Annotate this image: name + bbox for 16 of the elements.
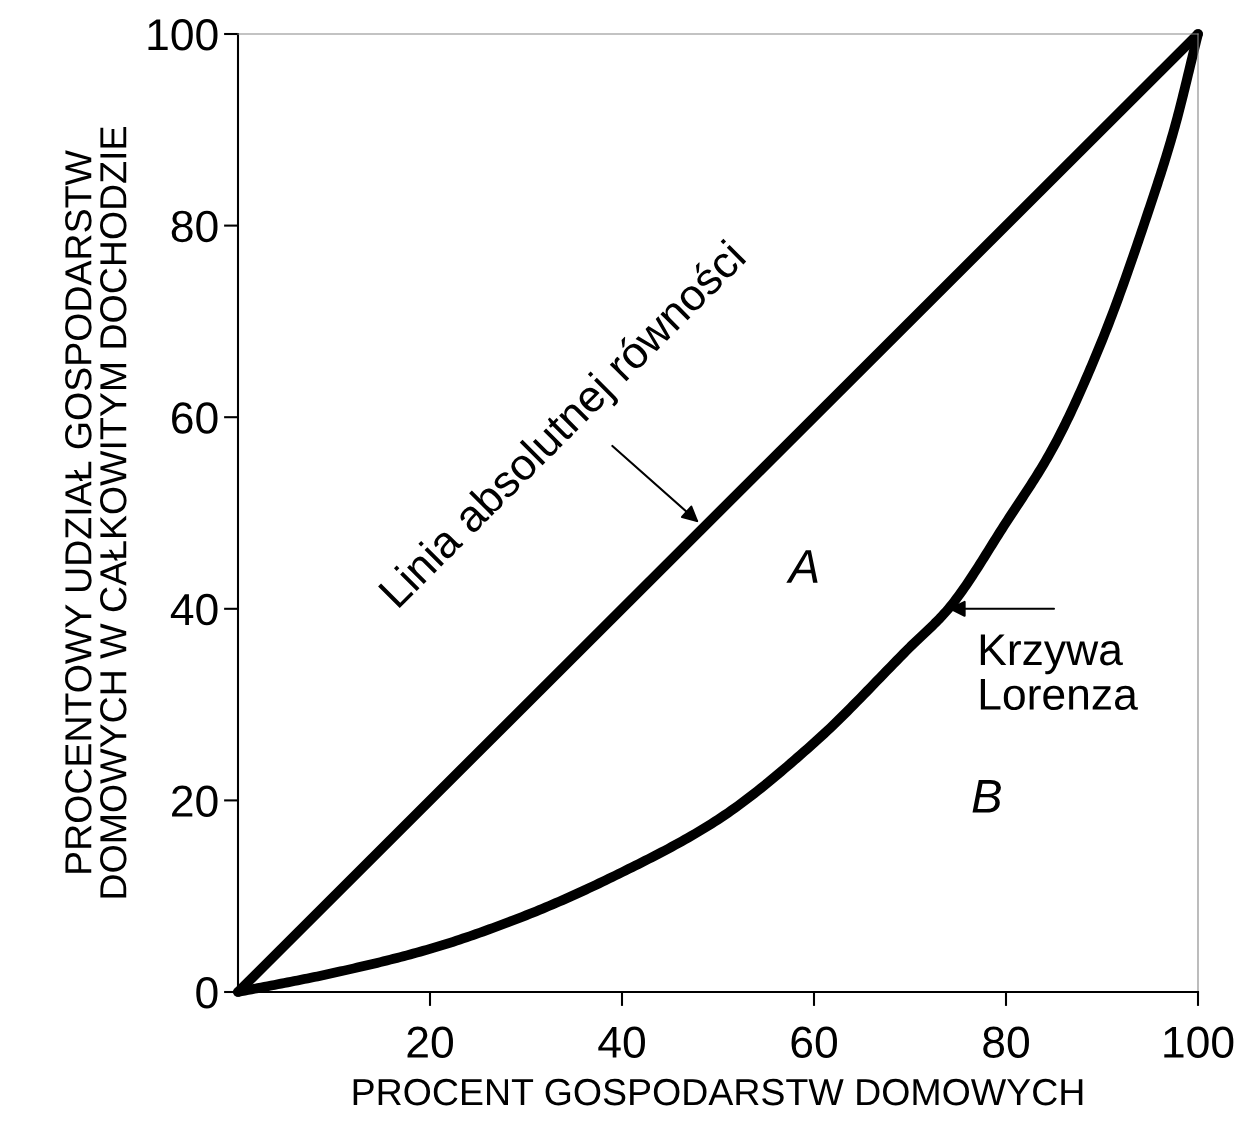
y-tick-label: 80 [171,210,218,243]
y-tick-label: 20 [172,785,218,817]
x-axis-title: PROCENT GOSPODARSTW DOMOWYCH [353,1078,1083,1106]
annotation: A [786,550,818,583]
x-tick-label: 80 [983,1026,1029,1058]
x-tick-label: 20 [407,1026,453,1058]
x-tick-label: 100 [1164,1026,1234,1058]
annotation: Krzywa Lorenza [980,634,1138,711]
x-tick-label: 60 [791,1026,837,1058]
y-axis-title: PROCENTOWY UDZIAŁ GOSPODARSTW DOMOWYCH W CAŁKOWITYM DOCHODZIE [65,127,127,898]
y-tick-label: 0 [196,977,218,1009]
y-tick-label: 60 [172,402,218,434]
annotation: B [972,780,1001,813]
x-tick-label: 40 [598,1026,645,1058]
y-tick-label: 100 [148,19,218,51]
y-tick-label: 40 [170,593,218,626]
